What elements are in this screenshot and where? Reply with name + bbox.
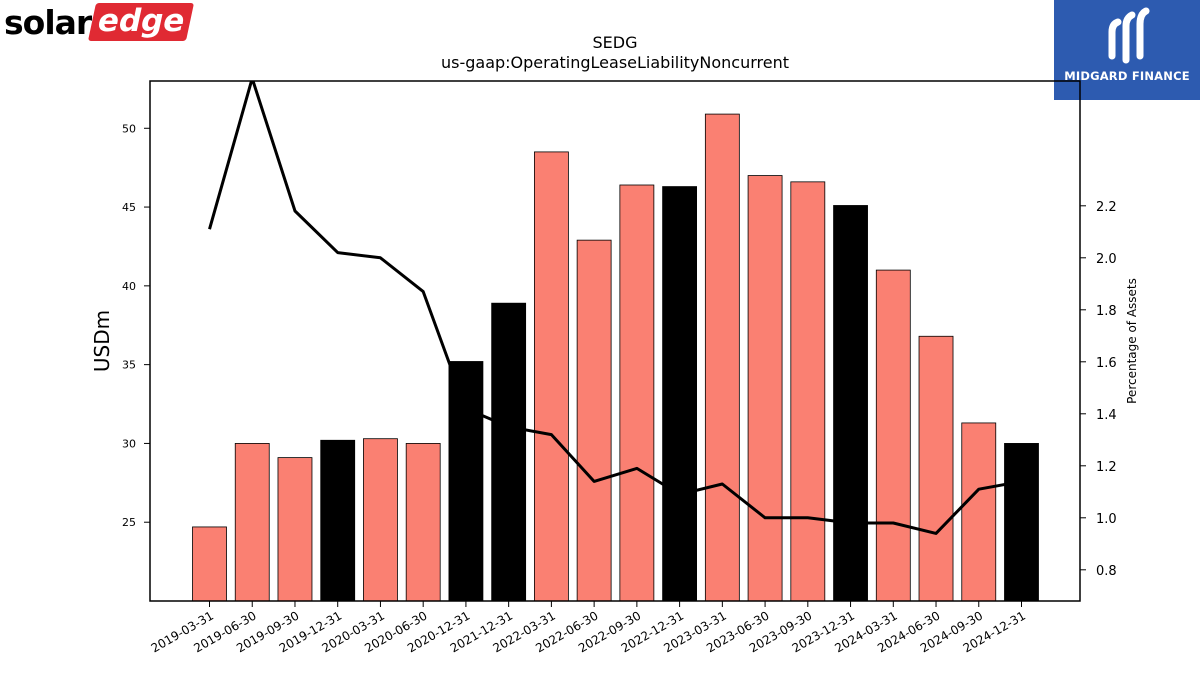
bar-2019-03-31	[192, 526, 227, 602]
y2-tick-label: 2.0	[1096, 252, 1117, 267]
bar-2023-09-30	[790, 181, 826, 602]
y2-tick-label: 1.0	[1096, 512, 1117, 527]
bar-2023-06-30	[747, 175, 783, 602]
bar-2019-09-30	[277, 457, 313, 602]
midgard-logo-icon	[1108, 7, 1150, 64]
pct-assets-line	[208, 81, 1022, 535]
y-tick-label: 45	[122, 201, 136, 214]
bar-2022-09-30	[619, 184, 655, 602]
solaredge-logo: solar edge	[4, 2, 195, 42]
y-axis-label: USDm	[90, 310, 114, 372]
bar-2019-06-30	[234, 443, 270, 602]
y-tick-label: 50	[122, 122, 136, 135]
chart-title: SEDG	[593, 33, 638, 52]
y2-axis-label: Percentage of Assets	[1125, 278, 1139, 404]
chart-subtitle: us-gaap:OperatingLeaseLiabilityNoncurren…	[441, 53, 789, 72]
bar-2024-09-30	[961, 422, 997, 602]
line-series	[208, 81, 1022, 535]
bar-2024-06-30	[918, 335, 954, 602]
y-axis-right: 0.8 1.0 1.2 1.4 1.6 1.8 2.0 2.2	[1080, 200, 1117, 579]
bar-2023-12-31	[833, 205, 868, 602]
y-tick-label: 30	[122, 437, 136, 450]
bar-2022-12-31	[662, 186, 698, 602]
bar-2022-03-31	[533, 151, 569, 602]
bar-2020-06-30	[405, 443, 441, 602]
badge-label: MIDGARD FINANCE	[1064, 69, 1190, 83]
y-tick-label: 35	[122, 359, 136, 372]
bar-2024-12-31	[1004, 443, 1039, 602]
y-tick-label: 25	[122, 516, 136, 529]
logo-text-solar: solar	[4, 2, 92, 42]
y2-tick-label: 1.4	[1096, 408, 1117, 423]
y2-tick-label: 1.2	[1096, 460, 1117, 475]
bar-2021-12-31	[491, 302, 527, 602]
bar-2024-03-31	[875, 269, 911, 602]
bar-2023-03-31	[704, 113, 740, 602]
y2-tick-label: 0.8	[1096, 564, 1117, 579]
y2-tick-label: 2.2	[1096, 200, 1117, 215]
y2-tick-label: 1.8	[1096, 304, 1117, 319]
bar-series	[192, 113, 1039, 602]
bar-2019-12-31	[320, 439, 356, 602]
plot-frame	[149, 80, 1081, 602]
x-axis: 2019-03-312019-06-302019-09-302019-12-31…	[149, 601, 1028, 655]
y-axis-left: 25 30 35 40 45 50	[122, 122, 150, 529]
bar-2022-06-30	[576, 239, 612, 602]
y-tick-label: 40	[122, 280, 136, 293]
y2-tick-label: 1.6	[1096, 356, 1117, 371]
midgard-finance-badge: MIDGARD FINANCE	[1054, 0, 1200, 100]
bar-2020-12-31	[448, 361, 484, 602]
bar-2020-03-31	[363, 438, 398, 602]
